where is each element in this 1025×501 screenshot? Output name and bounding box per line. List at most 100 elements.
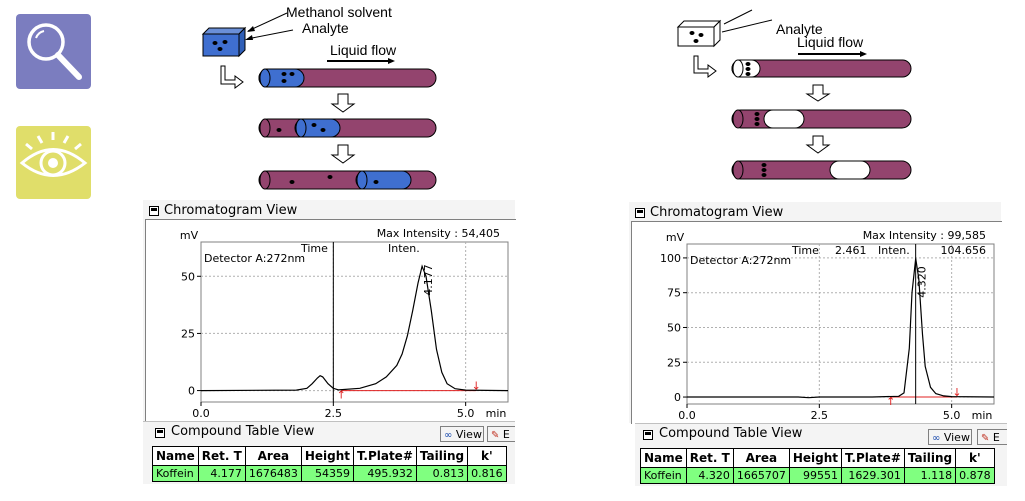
cell-tailing[interactable]: 1.118 <box>903 467 957 484</box>
x-tick-label: 0.0 <box>678 409 696 422</box>
col-k-prime[interactable]: k' <box>955 448 995 468</box>
plot-frame <box>200 241 509 403</box>
x-tick-label: 0.0 <box>192 407 210 420</box>
cell-ret-time[interactable]: 4.320 <box>685 467 734 484</box>
right-view-label: View <box>943 431 970 444</box>
y-tick-label: 25 <box>667 356 681 369</box>
left-edit-label: E <box>502 428 510 441</box>
cell-height[interactable]: 99551 <box>788 467 843 484</box>
col-theoretical-plates[interactable]: T.Plate# <box>353 446 417 466</box>
col-area[interactable]: Area <box>732 448 790 468</box>
cell-area[interactable]: 1676483 <box>244 465 302 482</box>
cell-tailing[interactable]: 0.813 <box>415 465 469 482</box>
left-column-diagram <box>201 12 437 190</box>
cell-name[interactable]: Koffein <box>640 467 687 484</box>
analyte-label-left: Analyte <box>302 20 349 36</box>
right-column-diagram <box>676 9 912 180</box>
col-name[interactable]: Name <box>152 446 199 466</box>
right-table-title: Compound Table View <box>659 426 803 441</box>
glasses-icon: ∞ <box>932 433 941 444</box>
right-window-menu-button[interactable] <box>635 208 645 218</box>
tube-r1 <box>731 59 912 78</box>
glasses-icon: ∞ <box>444 430 453 441</box>
baseline-end-marker: ↓ <box>952 386 961 399</box>
y-unit-label: mV <box>180 229 199 242</box>
col-ret-time[interactable]: Ret. T <box>197 446 246 466</box>
y-tick-label: 75 <box>667 287 681 300</box>
cell-ret-time[interactable]: 4.177 <box>197 465 246 482</box>
tube-r3 <box>731 160 912 180</box>
table-row[interactable]: Koffein 4.320 1665707 99551 1629.301 1.1… <box>640 467 995 484</box>
right-table-window: Compound Table View ∞ View ✎ E Name Ret.… <box>635 423 1007 486</box>
col-theoretical-plates[interactable]: T.Plate# <box>841 448 905 468</box>
col-height[interactable]: Height <box>788 448 843 468</box>
right-view-button[interactable]: ∞ View <box>928 429 972 445</box>
left-plot-area: 0.0 2.5 5.0 0 25 50 ↑ ↓ 4.177 mV min Max Intensity … <box>145 219 516 422</box>
tube-2 <box>258 118 437 138</box>
tube-r2 <box>731 109 912 129</box>
cell-theoretical-plates[interactable]: 1629.301 <box>841 467 905 484</box>
y-tick-label: 100 <box>660 252 681 265</box>
right-table-menu-button[interactable] <box>643 430 653 440</box>
eye-icon <box>19 132 88 177</box>
methanol-solvent-label: Methanol solvent <box>286 4 392 20</box>
col-tailing[interactable]: Tailing <box>903 448 957 468</box>
table-header-row: Name Ret. T Area Height T.Plate# Tailing… <box>640 448 995 468</box>
x-tick-label: 2.5 <box>811 409 829 422</box>
chromatogram-trace <box>200 264 509 392</box>
baseline-end-marker: ↓ <box>472 380 481 393</box>
inten-label: Inten. <box>878 244 910 257</box>
baseline-start-marker: ↑ <box>886 395 895 408</box>
cell-name[interactable]: Koffein <box>152 465 199 482</box>
y-tick-label: 0 <box>188 385 195 398</box>
left-table-window: Compound Table View ∞ View ✎ E Name Ret.… <box>143 421 515 484</box>
x-tick-label: 5.0 <box>457 407 475 420</box>
right-edit-button[interactable]: ✎ E <box>977 429 1007 445</box>
edit-icon: ✎ <box>491 430 500 441</box>
liquid-flow-label-right: Liquid flow <box>797 34 864 50</box>
time-label: Time <box>300 242 328 255</box>
time-label: Time <box>791 244 819 257</box>
col-name[interactable]: Name <box>640 448 687 468</box>
methanol-box <box>201 26 247 58</box>
cell-k-prime[interactable]: 0.878 <box>955 467 995 484</box>
col-k-prime[interactable]: k' <box>467 446 507 466</box>
cell-theoretical-plates[interactable]: 495.932 <box>353 465 417 482</box>
cell-k-prime[interactable]: 0.816 <box>467 465 507 482</box>
chromatogram-trace <box>687 258 995 399</box>
left-window-menu-button[interactable] <box>149 206 159 216</box>
y-tick-label: 25 <box>181 327 195 340</box>
left-chromatogram-window: Chromatogram View 0.0 2.5 5.0 0 25 50 ↑ ↓ 4.177 m… <box>143 200 516 422</box>
magnifier-icon <box>27 23 82 80</box>
col-tailing[interactable]: Tailing <box>415 446 469 466</box>
col-area[interactable]: Area <box>244 446 302 466</box>
table-row[interactable]: Koffein 4.177 1676483 54359 495.932 0.81… <box>152 465 507 482</box>
left-chromatogram-chart: 0.0 2.5 5.0 0 25 50 ↑ ↓ 4.177 mV min Max Intensity … <box>180 227 509 420</box>
table-header-row: Name Ret. T Area Height T.Plate# Tailing… <box>152 446 507 466</box>
right-chromatogram-title: Chromatogram View <box>650 205 784 220</box>
y-tick-label: 0 <box>674 391 681 404</box>
col-height[interactable]: Height <box>300 446 355 466</box>
observe-tile <box>16 126 91 199</box>
right-edit-label: E <box>992 431 1000 444</box>
left-table-title: Compound Table View <box>171 424 315 439</box>
cell-height[interactable]: 54359 <box>300 465 355 482</box>
tube-3 <box>258 170 437 190</box>
search-tile <box>16 14 91 89</box>
analyte-label-right: Analyte <box>776 21 823 37</box>
liquid-flow-label-left: Liquid flow <box>330 42 397 58</box>
detector-label: Detector A:272nm <box>204 252 305 265</box>
x-unit-label: min <box>486 407 507 420</box>
cell-area[interactable]: 1665707 <box>732 467 790 484</box>
left-view-button[interactable]: ∞ View <box>440 426 484 442</box>
x-tick-label: 2.5 <box>325 407 343 420</box>
time-value: 2.461 <box>835 244 867 257</box>
left-compound-table: Name Ret. T Area Height T.Plate# Tailing… <box>152 446 507 482</box>
right-compound-table: Name Ret. T Area Height T.Plate# Tailing… <box>640 448 995 484</box>
left-view-label: View <box>455 428 482 441</box>
y-tick-label: 50 <box>181 270 195 283</box>
left-table-menu-button[interactable] <box>155 428 165 438</box>
col-ret-time[interactable]: Ret. T <box>685 448 734 468</box>
left-edit-button[interactable]: ✎ E <box>487 426 515 442</box>
inten-value: 104.656 <box>941 244 987 257</box>
